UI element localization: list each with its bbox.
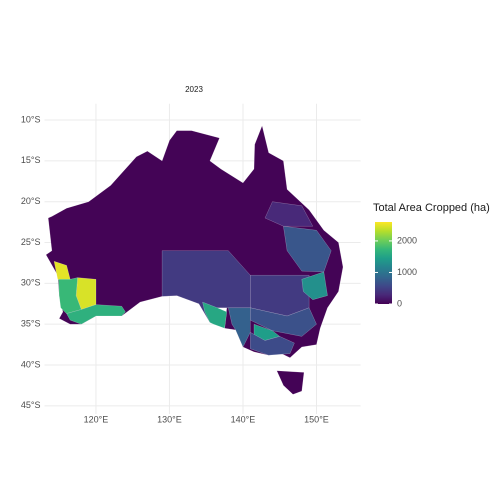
- legend-title: Total Area Cropped (ha): [373, 202, 490, 214]
- x-tick-label: 120°E: [84, 414, 109, 424]
- y-tick-label: 25°S: [21, 237, 41, 247]
- chart-title: 2023: [185, 85, 203, 94]
- region: [276, 370, 305, 395]
- region: [202, 301, 228, 329]
- colorbar-tick-label: 1000: [397, 267, 417, 277]
- colorbar-tick-label: 0: [397, 298, 402, 308]
- region: [301, 271, 328, 300]
- colorbar: [375, 222, 392, 304]
- y-tick-label: 30°S: [21, 278, 41, 288]
- region: [250, 307, 317, 337]
- region: [66, 304, 126, 325]
- y-tick-label: 45°S: [21, 400, 41, 410]
- x-tick-label: 150°E: [304, 414, 329, 424]
- x-tick-label: 130°E: [157, 414, 182, 424]
- y-tick-label: 10°S: [21, 114, 41, 124]
- region: [264, 201, 314, 227]
- region: [283, 225, 332, 273]
- y-tick-label: 40°S: [21, 359, 41, 369]
- x-tick-label: 140°E: [231, 414, 256, 424]
- y-tick-label: 15°S: [21, 155, 41, 165]
- y-tick-label: 20°S: [21, 196, 41, 206]
- region: [250, 331, 295, 356]
- colorbar-tick-label: 2000: [397, 235, 417, 245]
- y-tick-label: 35°S: [21, 319, 41, 329]
